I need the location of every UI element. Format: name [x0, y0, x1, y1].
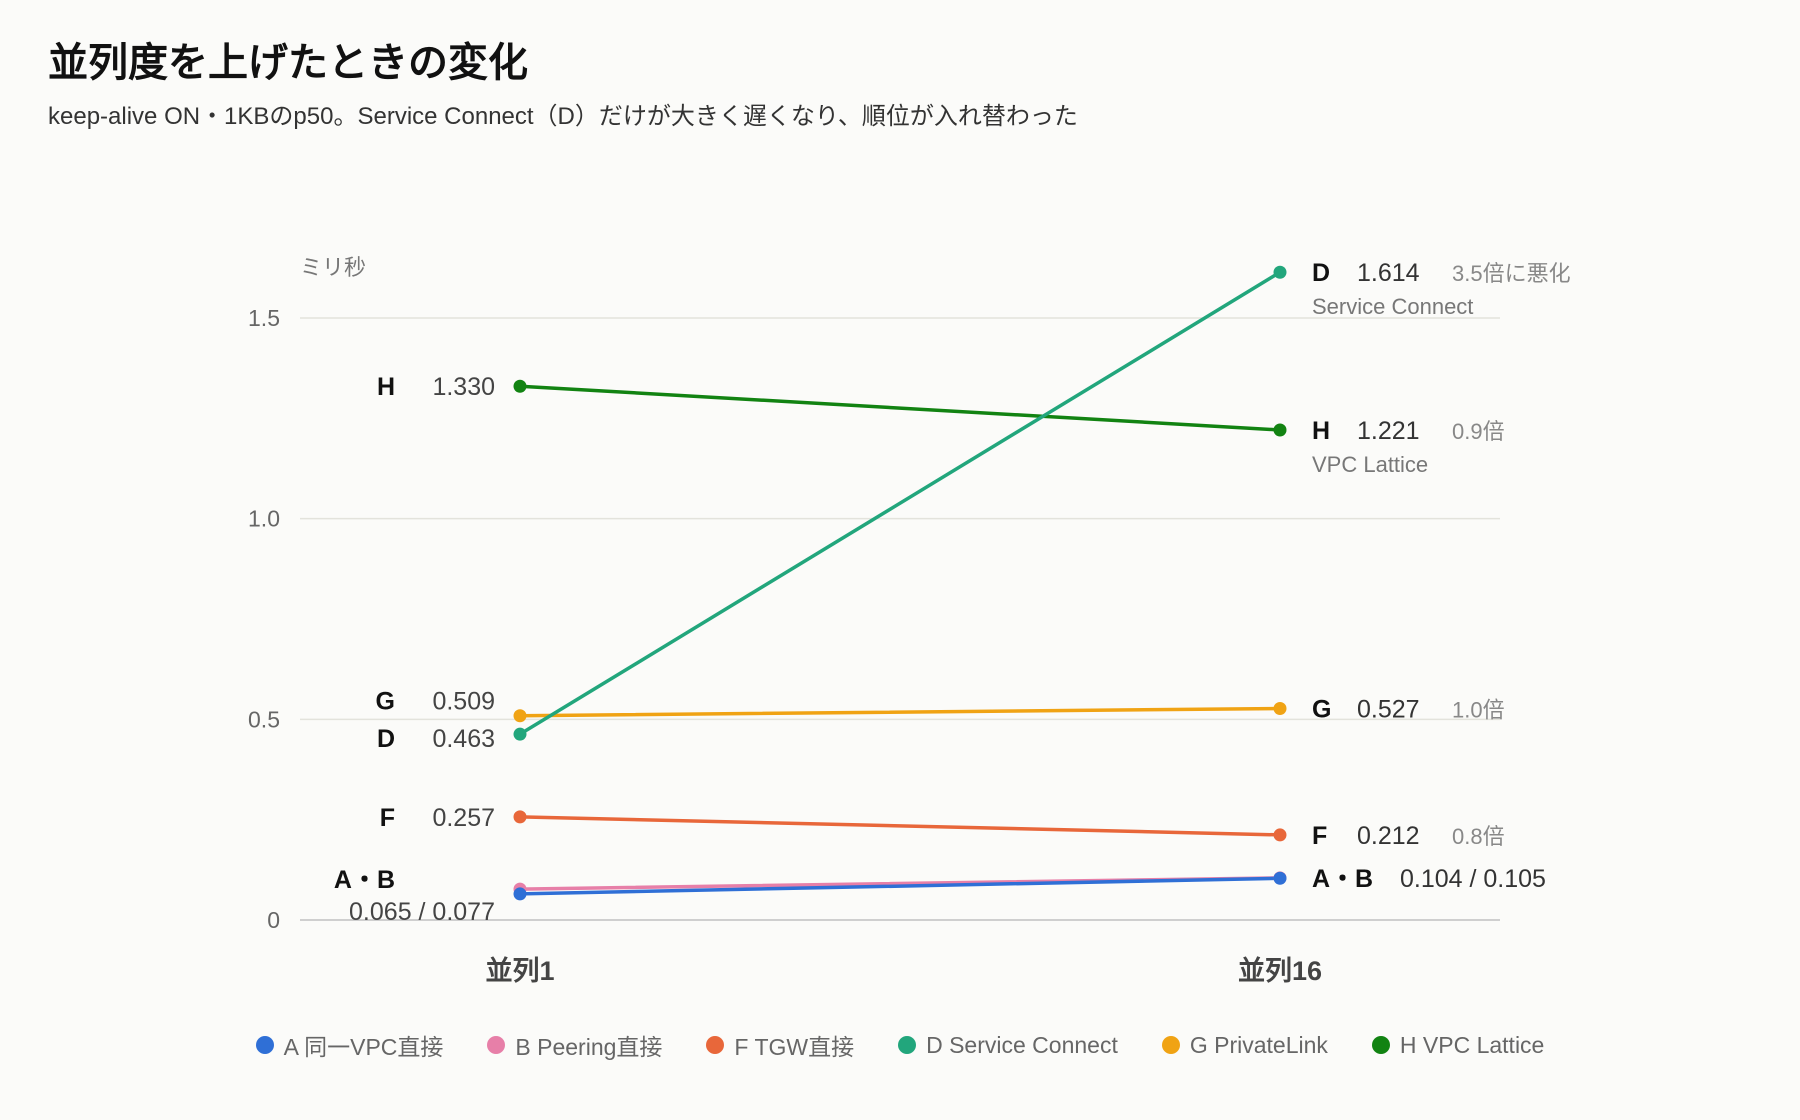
right-ratio-g: 1.0倍: [1452, 697, 1505, 722]
data-point-a: [1273, 871, 1287, 885]
y-tick-label: 0.5: [248, 706, 280, 732]
right-ratio-d: 3.5倍に悪化: [1452, 261, 1571, 286]
y-axis-label: ミリ秒: [300, 255, 366, 280]
series-line-f: [518, 815, 1282, 837]
right-letter-f: F: [1312, 822, 1327, 850]
left-value-d: 0.463: [432, 725, 495, 753]
left-letter-h: H: [377, 373, 395, 401]
legend-item-f: F TGW直接: [706, 1028, 854, 1062]
legend-item-b: B Peering直接: [487, 1028, 662, 1062]
data-point-d: [513, 727, 527, 741]
legend-item-h: H VPC Lattice: [1371, 1028, 1545, 1062]
data-point-h: [513, 379, 527, 393]
data-point-g: [513, 709, 527, 723]
legend-item-a: A 同一VPC直接: [255, 1028, 444, 1062]
data-point-d: [1273, 265, 1287, 279]
legend-label: B Peering直接: [515, 1034, 663, 1060]
right-name-d: Service Connect: [1312, 294, 1473, 319]
chart-title: 並列度を上げたときの変化: [48, 41, 528, 85]
legend-dot-icon: [1161, 1036, 1180, 1054]
chart-legend: A 同一VPC直接 B Peering直接 F TGW直接 D Service Con…: [0, 1028, 1800, 1062]
legend-dot-icon: [255, 1036, 274, 1054]
right-value-ab: 0.104 / 0.105: [1400, 865, 1546, 893]
legend-dot-icon: [898, 1036, 917, 1054]
data-point-g: [1273, 701, 1287, 715]
series-line-h: [518, 384, 1282, 432]
data-point-h: [1273, 423, 1287, 437]
legend-label: D Service Connect: [926, 1031, 1118, 1058]
legend-label: G PrivateLink: [1189, 1031, 1328, 1058]
right-value-f: 0.212: [1357, 822, 1420, 850]
y-tick-label: 1.5: [248, 305, 280, 331]
left-value-f: 0.257: [432, 804, 495, 832]
left-value-g: 0.509: [432, 688, 495, 716]
right-letter-h: H: [1312, 417, 1330, 445]
legend-label: F TGW直接: [734, 1034, 855, 1060]
right-value-g: 0.527: [1357, 695, 1420, 723]
right-letter-g: G: [1312, 695, 1331, 723]
right-name-h: VPC Lattice: [1312, 452, 1428, 477]
right-letter-ab: A・B: [1312, 865, 1373, 893]
legend-item-g: G PrivateLink: [1161, 1028, 1328, 1062]
legend-dot-icon: [1371, 1036, 1390, 1054]
data-point-f: [1273, 828, 1287, 842]
legend-label: A 同一VPC直接: [283, 1034, 444, 1060]
left-value-ab: 0.065 / 0.077: [349, 898, 495, 926]
left-letter-ab: A・B: [334, 866, 395, 894]
data-point-f: [513, 810, 527, 824]
x-category-label: 並列1: [485, 956, 554, 986]
left-letter-f: F: [380, 804, 395, 832]
right-value-h: 1.221: [1357, 417, 1420, 445]
slope-chart: ミリ秒 0 0.5 1.0 1.5 並列1 並列16 H 1.330 G 0.509 D 0.463 F 0…: [248, 255, 1571, 986]
right-value-d: 1.614: [1357, 259, 1420, 287]
legend-item-d: D Service Connect: [898, 1028, 1118, 1062]
legend-dot-icon: [706, 1036, 725, 1054]
right-letter-d: D: [1312, 259, 1330, 287]
legend-dot-icon: [487, 1036, 506, 1054]
left-value-h: 1.330: [432, 373, 495, 401]
data-point-a: [513, 887, 527, 901]
left-letter-d: D: [377, 725, 395, 753]
right-ratio-f: 0.8倍: [1452, 824, 1505, 849]
series-line-d: [518, 270, 1282, 736]
chart-subtitle: keep-alive ON・1KBのp50。Service Connect（D）…: [48, 103, 1078, 130]
legend-label: H VPC Lattice: [1399, 1031, 1545, 1058]
y-tick-label: 1.0: [248, 506, 280, 532]
series-line-g: [518, 706, 1282, 718]
x-category-label: 並列16: [1238, 956, 1322, 986]
right-ratio-h: 0.9倍: [1452, 419, 1505, 444]
left-letter-g: G: [376, 688, 395, 716]
series-line-a: [518, 876, 1282, 896]
y-tick-label: 0: [267, 907, 280, 933]
